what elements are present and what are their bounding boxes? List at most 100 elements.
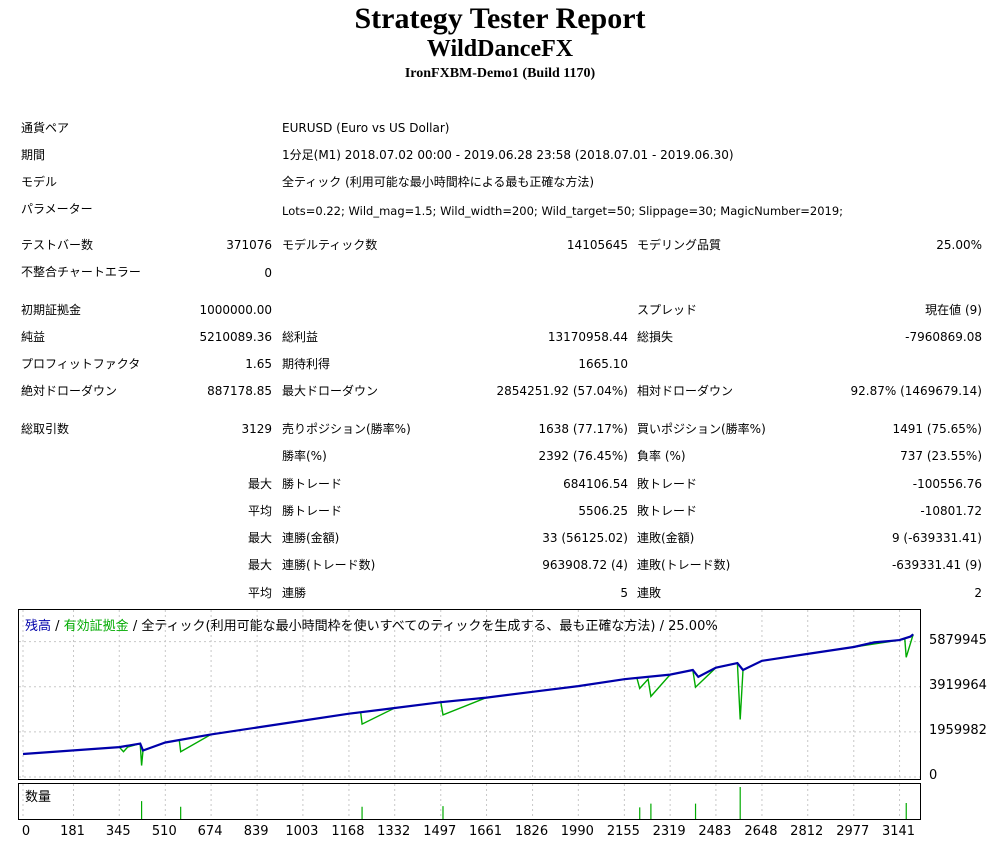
quality-value: 25.00% xyxy=(936,238,982,252)
short-label: 売りポジション(勝率%) xyxy=(282,422,411,436)
x-tick-label: 181 xyxy=(60,824,85,839)
x-tick-label: 674 xyxy=(197,824,223,839)
largest-win-label: 勝トレード xyxy=(282,477,343,491)
x-tick-label: 2977 xyxy=(836,824,870,839)
abs-dd-label: 絶対ドローダウン xyxy=(21,384,118,398)
long-label: 買いポジション(勝率%) xyxy=(637,422,766,436)
max-consec-wins-value: 33 (56125.02) xyxy=(542,531,628,545)
avg-win-label: 勝トレード xyxy=(282,504,343,518)
net-label: 純益 xyxy=(21,330,46,344)
largest-loss-value: -100556.76 xyxy=(912,477,982,491)
x-tick-label: 2155 xyxy=(606,824,640,839)
avg-consec-losses-value: 2 xyxy=(974,586,982,600)
model-label: モデル xyxy=(21,175,58,189)
spread-label: スプレッド xyxy=(637,303,698,317)
mismatch-value: 0 xyxy=(264,266,272,280)
x-tick-label: 2812 xyxy=(790,824,824,839)
max-consec-losses-label: 連敗(金額) xyxy=(637,531,695,545)
short-value: 1638 (77.17%) xyxy=(538,422,628,436)
max-prefix-2: 最大 xyxy=(247,531,272,545)
ticks-label: モデルティック数 xyxy=(282,238,378,252)
loss-rate-label: 負率 (%) xyxy=(637,449,686,463)
period-value: 1分足(M1) 2018.07.02 00:00 - 2019.06.28 23… xyxy=(282,148,734,162)
pf-value: 1.65 xyxy=(245,357,272,371)
gross-loss-value: -7960869.08 xyxy=(905,330,982,344)
y-tick-label: 3919964 xyxy=(929,677,987,693)
avg-win-value: 5506.25 xyxy=(578,504,628,518)
y-tick-label: 1959982 xyxy=(929,722,987,738)
max-consec-wins-label: 連勝(金額) xyxy=(282,531,340,545)
x-tick-label: 510 xyxy=(151,824,177,839)
loss-rate-value: 737 (23.55%) xyxy=(900,449,982,463)
rel-dd-label: 相対ドローダウン xyxy=(637,384,734,398)
avg-consec-wins-label: 連勝 xyxy=(282,586,307,600)
x-tick-label: 1168 xyxy=(331,824,365,839)
server-build: IronFXBM-Demo1 (Build 1170) xyxy=(404,66,596,81)
params-value: Lots=0.22; Wild_mag=1.5; Wild_width=200;… xyxy=(282,204,844,218)
max-prefix-3: 最大 xyxy=(247,558,272,572)
ticks-value: 14105645 xyxy=(566,238,628,252)
total-trades-value: 3129 xyxy=(241,422,272,436)
max-consec-loss-label: 連敗(トレード数) xyxy=(637,558,731,572)
total-trades-label: 総取引数 xyxy=(21,422,70,436)
balance-line xyxy=(22,633,914,756)
x-tick-label: 1826 xyxy=(515,824,549,839)
balance-chart: 残高 / 有効証拠金 / 全ティック(利用可能な最小時間枠を使いすべてのティック… xyxy=(18,609,921,780)
x-tick-label: 2483 xyxy=(698,824,732,839)
largest-win-value: 684106.54 xyxy=(563,477,628,491)
max-dd-label: 最大ドローダウン xyxy=(282,384,379,398)
avg-loss-value: -10801.72 xyxy=(920,504,982,518)
params-label: パラメーター xyxy=(21,202,93,216)
x-tick-label: 2319 xyxy=(652,824,686,839)
max-consec-loss-value: -639331.41 (9) xyxy=(891,558,982,572)
volume-chart-plot xyxy=(22,784,907,819)
max-consec-profit-label: 連勝(トレード数) xyxy=(282,558,376,572)
deposit-label: 初期証拠金 xyxy=(21,303,82,317)
legend-sep: / xyxy=(51,619,64,634)
spread-value: 現在値 (9) xyxy=(925,303,982,317)
model-value: 全ティック (利用可能な最小時間枠による最も正確な方法) xyxy=(282,175,595,189)
avg-consec-losses-label: 連敗 xyxy=(637,586,662,600)
period-label: 期間 xyxy=(21,148,46,162)
max-consec-profit-value: 963908.72 (4) xyxy=(542,558,628,572)
expected-label: 期待利得 xyxy=(282,357,331,371)
legend-balance: 残高 xyxy=(25,619,52,634)
gross-profit-label: 総利益 xyxy=(282,330,319,344)
deposit-value: 1000000.00 xyxy=(199,303,272,317)
symbol-value: EURUSD (Euro vs US Dollar) xyxy=(282,121,450,135)
bars-value: 371076 xyxy=(226,238,272,252)
chart-legend: 残高 / 有効証拠金 / 全ティック(利用可能な最小時間枠を使いすべてのティック… xyxy=(25,615,718,634)
x-tick-label: 2648 xyxy=(744,824,778,839)
avg-prefix: 平均 xyxy=(247,504,272,518)
balance-chart-plot xyxy=(19,610,920,779)
symbol-label: 通貨ペア xyxy=(21,121,70,135)
x-tick-label: 0 xyxy=(21,824,31,839)
gross-loss-label: 総損失 xyxy=(637,330,674,344)
x-tick-label: 839 xyxy=(243,824,269,839)
legend-equity: 有効証拠金 xyxy=(63,619,129,634)
net-value: 5210089.36 xyxy=(199,330,272,344)
y-tick-label: 0 xyxy=(929,768,938,783)
y-tick-label: 5879945 xyxy=(929,632,987,648)
avg-loss-label: 敗トレード xyxy=(637,504,698,518)
mismatch-label: 不整合チャートエラー xyxy=(21,265,141,279)
volume-title: 数量 xyxy=(25,790,52,805)
volume-chart: 数量 xyxy=(18,783,921,820)
quality-label: モデリング品質 xyxy=(637,238,722,252)
gross-profit-value: 13170958.44 xyxy=(547,330,628,344)
win-rate-value: 2392 (76.45%) xyxy=(538,449,628,463)
pf-label: プロフィットファクタ xyxy=(21,357,141,371)
long-value: 1491 (75.65%) xyxy=(892,422,982,436)
avg-prefix-2: 平均 xyxy=(247,586,272,600)
largest-loss-label: 敗トレード xyxy=(637,477,698,491)
expert-name: WildDanceFX xyxy=(426,36,574,62)
bars-label: テストバー数 xyxy=(21,238,94,252)
legend-rest: / 全ティック(利用可能な最小時間枠を使いすべてのティックを生成する、最も正確な… xyxy=(128,619,718,634)
max-prefix: 最大 xyxy=(247,477,272,491)
x-tick-label: 1990 xyxy=(560,824,594,839)
expected-value: 1665.10 xyxy=(578,357,628,371)
rel-dd-value: 92.87% (1469679.14) xyxy=(850,384,982,398)
max-dd-value: 2854251.92 (57.04%) xyxy=(496,384,628,398)
win-rate-label: 勝率(%) xyxy=(282,449,327,463)
avg-consec-wins-value: 5 xyxy=(620,586,628,600)
